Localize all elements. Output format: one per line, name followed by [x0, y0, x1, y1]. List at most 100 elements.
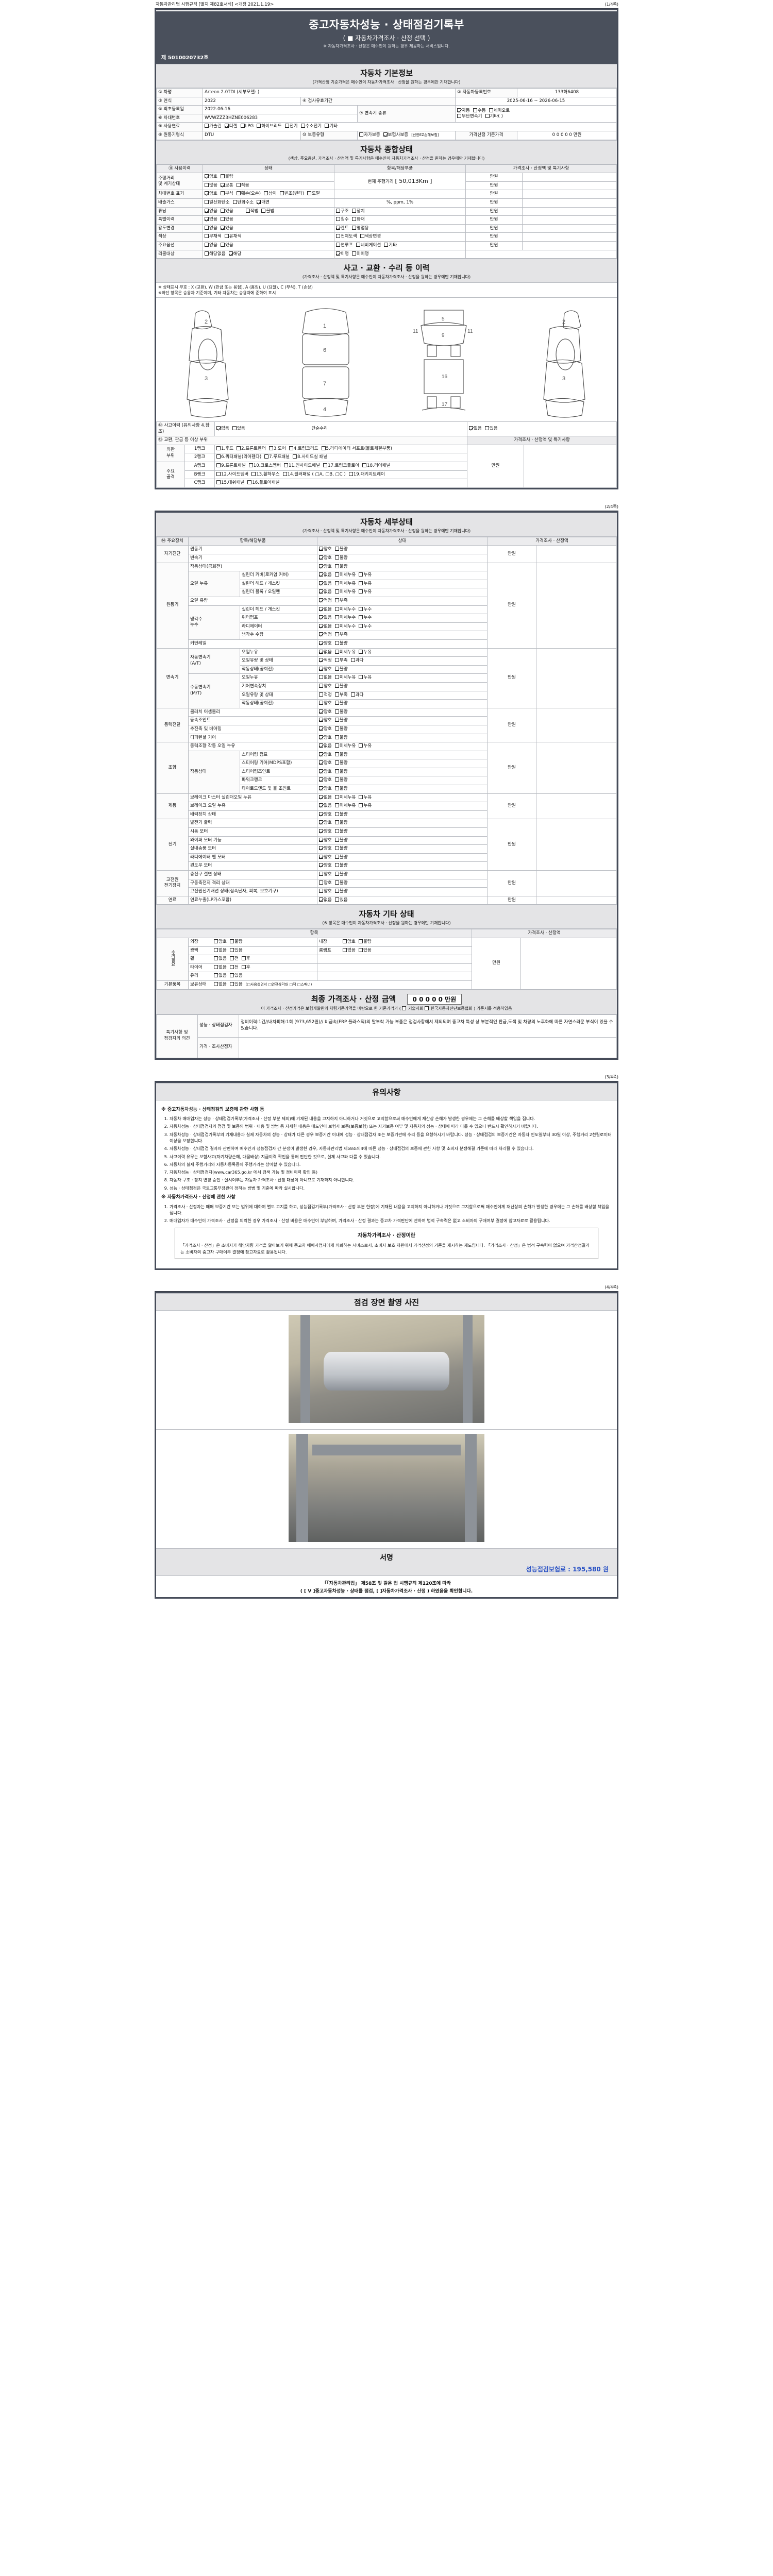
checkbox-etc-1-b-1[interactable]: [358, 947, 363, 952]
detail-7-1-0[interactable]: 양호: [319, 880, 332, 887]
checkbox-part-0-0-2[interactable]: [268, 446, 273, 450]
checkbox-transmission-option-0[interactable]: [457, 108, 462, 112]
checkbox-fuel-option-0[interactable]: [205, 124, 209, 128]
checkbox-transmission-option-2[interactable]: [489, 108, 493, 112]
checkbox-detail-1-2-1[interactable]: [334, 581, 339, 585]
detail-7-1-1[interactable]: 불량: [334, 880, 348, 887]
detail-3-1-0[interactable]: 양호: [319, 718, 332, 724]
checkbox-detail-6-0-1[interactable]: [334, 820, 339, 825]
detail-6-4-0[interactable]: 양호: [319, 854, 332, 861]
detail-6-5-0[interactable]: 양호: [319, 863, 332, 869]
checkbox-detail-3-0-0[interactable]: [319, 709, 323, 714]
checkbox-etc-base-0-0[interactable]: [214, 981, 218, 986]
checkbox-simple-repair-0[interactable]: [469, 426, 474, 430]
transmission-option-b-1[interactable]: 기타( ): [485, 114, 503, 120]
transmission-option-0[interactable]: 자동: [457, 108, 470, 114]
checkbox-overall-5-part-0[interactable]: [336, 225, 340, 230]
checkbox-detail-1-4-1[interactable]: [334, 598, 339, 602]
overall-7-part-1[interactable]: 네비게이션: [356, 242, 381, 249]
etc-4-a-1[interactable]: 있음: [229, 973, 243, 979]
overall-0-state2-1[interactable]: 보통: [220, 182, 233, 189]
part-1-1-2[interactable]: 14.필러패널 ( □A, □B, □C ): [282, 471, 346, 478]
checkbox-detail-6-4-1[interactable]: [334, 854, 339, 859]
detail-6-4-1[interactable]: 불량: [334, 854, 348, 861]
checkbox-detail-2-1-0[interactable]: [319, 658, 323, 663]
overall-7-state-0[interactable]: 없음: [205, 242, 217, 249]
etc-3-a-2[interactable]: 후: [241, 964, 250, 971]
detail-4-2-0[interactable]: 양호: [319, 760, 332, 767]
detail-1-5-2[interactable]: 누수: [359, 606, 372, 613]
part-1-2-0[interactable]: 15.대쉬패널: [216, 480, 244, 486]
checkbox-overall-0-state2-0[interactable]: [205, 182, 209, 187]
checkbox-detail-1-5-0[interactable]: [319, 606, 323, 611]
etc-base-0-1[interactable]: 있음: [229, 981, 243, 988]
detail-1-1-1[interactable]: 미세누유: [334, 572, 356, 579]
overall-6-state-1[interactable]: 유채색: [224, 234, 241, 240]
overall-5-part-1[interactable]: 영업용: [351, 225, 369, 232]
checkbox-detail-2-6-1[interactable]: [334, 701, 339, 705]
checkbox-detail-0-1-1[interactable]: [334, 555, 339, 560]
checkbox-detail-4-2-0[interactable]: [319, 760, 323, 765]
checkbox-detail-3-3-1[interactable]: [334, 735, 339, 739]
checkbox-detail-1-9-0[interactable]: [319, 640, 323, 645]
part-0-0-1[interactable]: 2.프론트휀더: [237, 446, 266, 452]
detail-2-1-0[interactable]: 적정: [319, 658, 332, 664]
overall-7-part-2[interactable]: 기타: [384, 242, 397, 249]
checkbox-fuel-option-2[interactable]: [240, 124, 245, 128]
checkbox-etc-0-a-0[interactable]: [214, 939, 218, 943]
detail-5-1-1[interactable]: 미세누유: [334, 803, 356, 809]
detail-4-4-0[interactable]: 양호: [319, 777, 332, 784]
checkbox-detail-4-5-0[interactable]: [319, 786, 323, 791]
checkbox-overall-8-part-0[interactable]: [336, 251, 340, 256]
fuel-option-4[interactable]: 전기: [284, 124, 298, 130]
detail-1-9-0[interactable]: 양호: [319, 640, 332, 647]
checkbox-detail-6-2-0[interactable]: [319, 837, 323, 842]
checkbox-detail-6-4-0[interactable]: [319, 854, 323, 859]
detail-2-5-0[interactable]: 적정: [319, 692, 332, 699]
detail-2-0-1[interactable]: 미세누유: [334, 649, 356, 656]
detail-7-0-0[interactable]: 양호: [319, 872, 332, 878]
overall-1-state-1[interactable]: 부식: [220, 191, 233, 197]
checkbox-detail-4-1-0[interactable]: [319, 752, 323, 756]
checkbox-fuel-option-4[interactable]: [284, 124, 289, 128]
transmission-option-2[interactable]: 세미오토: [489, 108, 510, 114]
checkbox-overall-8-state-1[interactable]: [228, 251, 233, 256]
checkbox-part-0-0-0[interactable]: [216, 446, 221, 450]
checkbox-detail-2-5-1[interactable]: [334, 692, 339, 697]
checkbox-detail-7-0-0[interactable]: [319, 872, 323, 876]
checkbox-detail-1-7-0[interactable]: [319, 623, 323, 628]
etc-1-a-1[interactable]: 있음: [229, 947, 243, 954]
checkbox-overall-6-state-1[interactable]: [224, 234, 229, 239]
checkbox-detail-1-5-1[interactable]: [334, 606, 339, 611]
checkbox-detail-2-2-1[interactable]: [334, 666, 339, 671]
checkbox-overall-3-mid-0[interactable]: [245, 208, 250, 213]
part-0-0-4[interactable]: 5.라디에이터 서포트(볼트체결부품): [321, 446, 392, 452]
checkbox-part-1-0-0[interactable]: [216, 463, 221, 468]
part-0-0-0[interactable]: 1.후드: [216, 446, 233, 452]
detail-1-4-0[interactable]: 적정: [319, 598, 332, 604]
checkbox-detail-1-8-1[interactable]: [334, 632, 339, 637]
standard-org-checkbox-1[interactable]: [402, 1006, 407, 1010]
checkbox-detail-6-3-0[interactable]: [319, 846, 323, 851]
detail-3-3-1[interactable]: 불량: [334, 735, 348, 741]
overall-6-state-0[interactable]: 무채색: [205, 234, 222, 240]
fuel-option-2[interactable]: LPG: [240, 124, 254, 130]
detail-2-2-0[interactable]: 양호: [319, 666, 332, 673]
etc-1-b-0[interactable]: 없음: [343, 947, 356, 954]
detail-2-1-2[interactable]: 과다: [350, 658, 363, 664]
checkbox-warranty-option-0[interactable]: [359, 132, 363, 137]
detail-1-6-0[interactable]: 없음: [319, 615, 332, 621]
checkbox-part-1-0-2[interactable]: [283, 463, 288, 468]
etc-2-a-1[interactable]: 전: [229, 956, 239, 962]
checkbox-overall-1-state-2[interactable]: [236, 191, 241, 196]
checkbox-etc-2-a-1[interactable]: [229, 956, 234, 961]
checkbox-detail-5-2-0[interactable]: [319, 811, 323, 816]
checkbox-detail-5-0-1[interactable]: [334, 794, 339, 799]
fuel-option-6[interactable]: 기타: [325, 124, 338, 130]
checkbox-overall-6-part-0[interactable]: [336, 234, 340, 239]
detail-4-0-0[interactable]: 없음: [319, 743, 332, 750]
detail-5-2-1[interactable]: 불량: [334, 811, 348, 818]
checkbox-part-0-1-1[interactable]: [264, 454, 269, 459]
detail-2-6-1[interactable]: 불량: [334, 701, 348, 707]
checkbox-detail-4-4-1[interactable]: [334, 777, 339, 782]
